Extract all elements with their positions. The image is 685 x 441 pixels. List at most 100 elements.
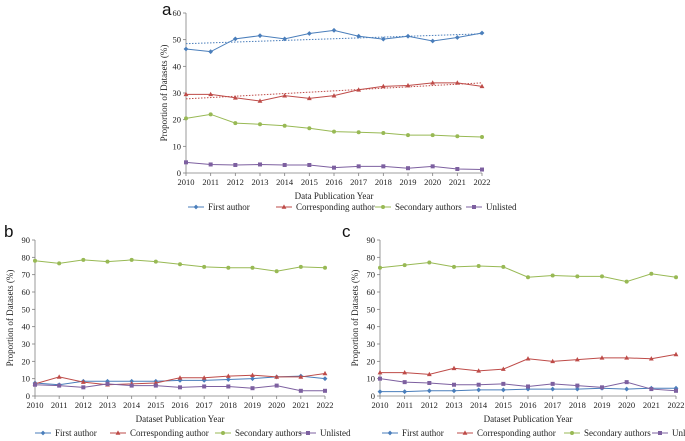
y-tick-label: 20 [22, 356, 31, 366]
y-tick-label: 30 [367, 339, 376, 349]
legend-item-corresponding: Corresponding author [457, 428, 556, 438]
data-point-first [377, 389, 383, 395]
data-point-first [380, 36, 386, 42]
data-point-unlisted [153, 383, 158, 388]
legend-label: First author [208, 202, 250, 212]
data-point-secondary [307, 126, 312, 131]
x-tick-label: 2011 [202, 177, 219, 187]
x-tick-label: 2011 [51, 400, 68, 410]
data-point-corresponding [225, 373, 231, 378]
legend-label: Secondary authors [584, 428, 651, 438]
y-tick-label: 50 [367, 304, 376, 314]
legend-marker [221, 431, 225, 435]
trendline-first [185, 33, 483, 45]
data-point-unlisted [402, 380, 407, 385]
data-point-unlisted [129, 383, 134, 388]
data-point-corresponding [274, 374, 280, 379]
x-tick-label: 2014 [470, 400, 488, 410]
data-point-unlisted [258, 162, 262, 167]
legend-marker [658, 431, 662, 435]
y-axis-title: Proportion of Datasets (%) [5, 270, 15, 367]
legend-marker [570, 431, 574, 435]
legend-marker [193, 204, 199, 210]
legend-item-corresponding: Corresponding author [110, 428, 209, 438]
data-point-secondary [356, 130, 361, 135]
data-point-unlisted [476, 382, 481, 387]
x-tick-label: 2018 [220, 400, 237, 410]
data-point-secondary [81, 257, 86, 262]
data-point-first [550, 386, 556, 392]
data-point-unlisted [674, 388, 678, 393]
data-point-first [430, 38, 436, 44]
data-point-secondary [202, 264, 207, 269]
data-point-unlisted [550, 381, 555, 386]
legend-marker [115, 430, 121, 435]
legend-label: First author [402, 428, 444, 438]
series-unlisted [378, 376, 678, 393]
legend-item-first: First author [35, 428, 97, 438]
data-point-secondary [250, 265, 255, 270]
x-tick-label: 2017 [350, 177, 367, 187]
data-point-corresponding [306, 95, 312, 101]
legend-marker [40, 430, 46, 436]
data-point-unlisted [298, 388, 303, 393]
data-point-first [451, 388, 457, 394]
y-tick-label: 10 [22, 374, 31, 384]
data-point-secondary [323, 265, 327, 270]
data-point-first [500, 387, 506, 393]
data-point-corresponding [476, 368, 482, 373]
x-tick-label: 2016 [326, 177, 343, 187]
data-point-unlisted [378, 376, 382, 381]
data-point-corresponding [232, 95, 238, 100]
legend-item-secondary: Secondary authors [375, 202, 462, 212]
x-tick-label: 2019 [594, 400, 611, 410]
x-tick-label: 2015 [147, 400, 164, 410]
legend-item-unlisted: Unlisted [466, 202, 517, 212]
data-point-first [257, 33, 263, 39]
data-point-unlisted [57, 383, 62, 388]
y-tick-label: 30 [173, 88, 182, 98]
x-tick-label: 2020 [618, 400, 635, 410]
data-point-corresponding [405, 82, 411, 88]
data-point-first [322, 376, 328, 382]
x-tick-label: 2018 [375, 177, 392, 187]
data-point-corresponding [574, 357, 580, 362]
data-point-unlisted [323, 388, 327, 393]
data-point-secondary [455, 134, 460, 139]
data-point-unlisted [184, 160, 188, 165]
data-point-corresponding [426, 371, 432, 377]
data-point-corresponding [56, 374, 62, 379]
data-point-unlisted [501, 381, 506, 386]
chart-panel-c: c 0 10 20 30 40 50 60 70 80 90 2010 2011 2012 2013 2014… [342, 222, 685, 438]
data-point-corresponding [282, 93, 288, 98]
y-tick-label: 80 [367, 252, 376, 262]
data-point-corresponding [201, 375, 207, 380]
data-point-first [183, 46, 189, 52]
data-point-unlisted [202, 384, 207, 389]
x-tick-label: 2017 [544, 400, 561, 410]
x-tick-label: 2022 [317, 400, 334, 410]
y-tick-label: 90 [22, 235, 31, 245]
x-tick-label: 2022 [668, 400, 685, 410]
panel-label: b [4, 222, 13, 241]
legend-marker [387, 430, 393, 436]
data-point-first [282, 36, 288, 42]
data-point-corresponding [298, 374, 304, 379]
legend-item-secondary: Secondary authors [215, 428, 302, 438]
legend-item-first: First author [382, 428, 444, 438]
y-tick-label: 60 [22, 287, 31, 297]
data-point-unlisted [600, 385, 604, 390]
legend-label: Unlisted [320, 428, 351, 438]
data-point-corresponding [454, 80, 460, 85]
legend-label: First author [55, 428, 97, 438]
data-point-first [306, 31, 312, 36]
legend-marker [281, 204, 287, 209]
legend-marker [462, 430, 468, 435]
data-point-unlisted [282, 163, 287, 167]
y-tick-label: 20 [367, 356, 376, 366]
data-point-first [250, 376, 255, 382]
data-point-secondary [57, 261, 62, 266]
series-secondary [33, 257, 327, 274]
data-point-secondary [381, 131, 386, 135]
legend-item-unlisted: Unlisted [300, 428, 351, 438]
